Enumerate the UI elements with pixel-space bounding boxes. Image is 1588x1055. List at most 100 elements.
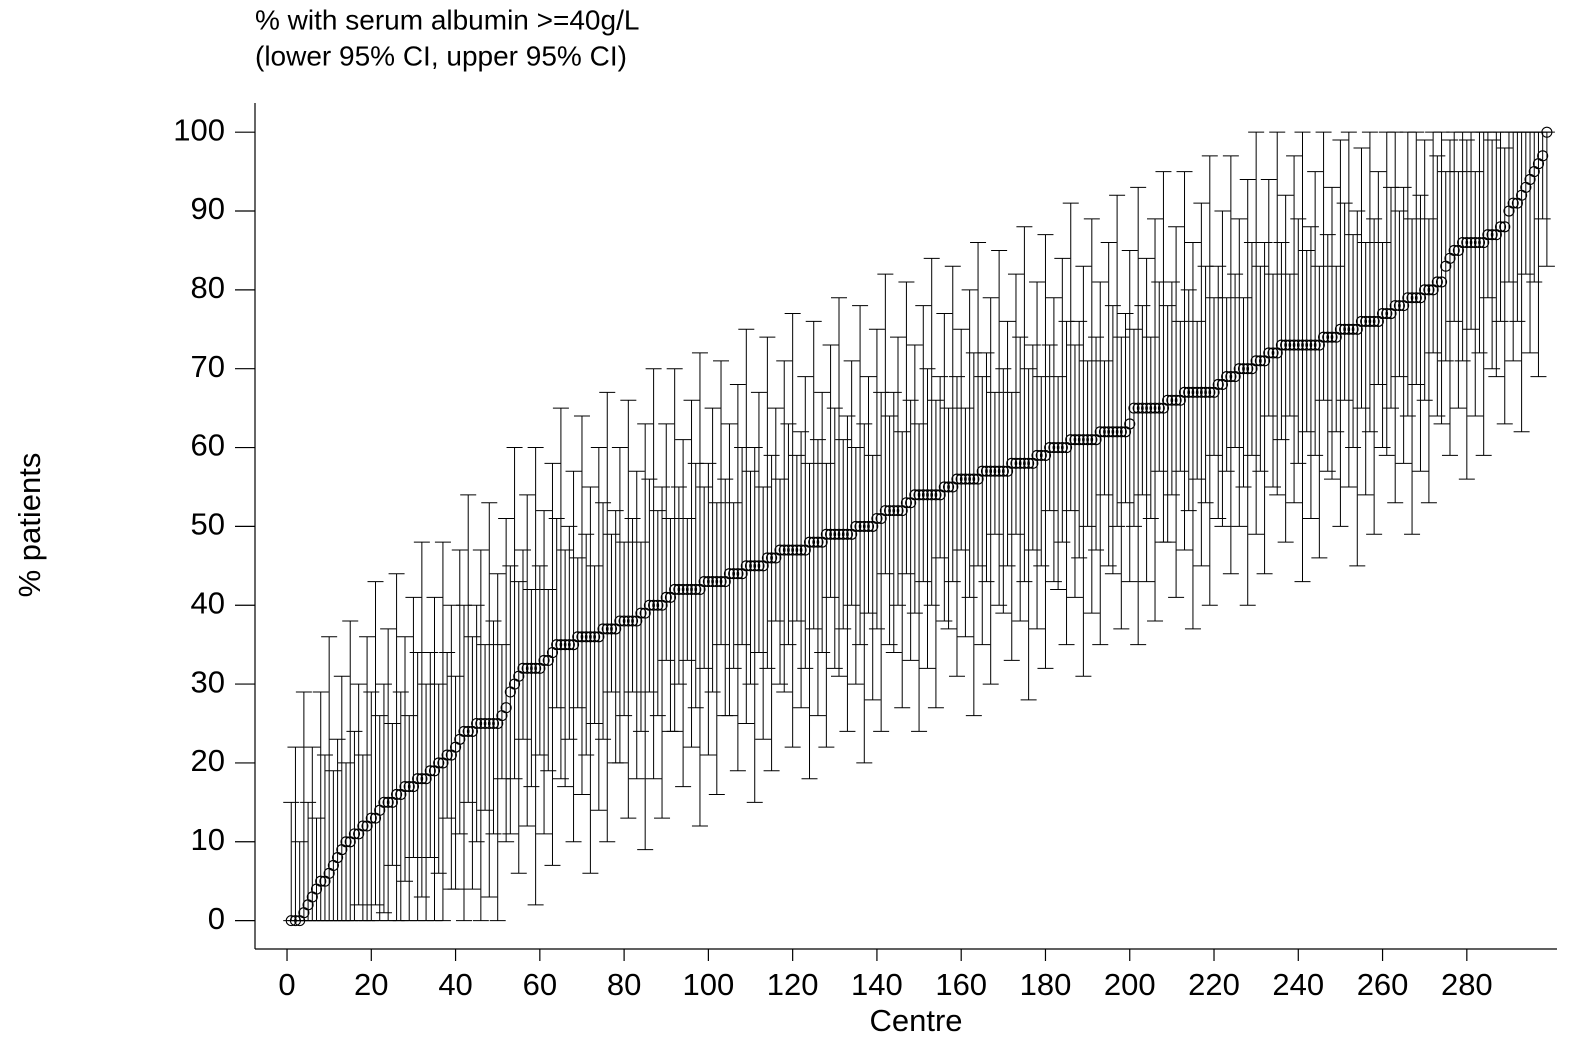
point <box>1360 315 1372 327</box>
point <box>399 781 411 793</box>
point <box>1254 355 1266 367</box>
point <box>921 489 934 501</box>
x-tick-label: 60 <box>523 967 557 1002</box>
point <box>412 773 424 785</box>
point <box>1145 402 1157 414</box>
point <box>1334 323 1346 335</box>
point <box>926 489 938 501</box>
point <box>1094 426 1106 438</box>
point <box>1006 457 1018 469</box>
point <box>572 631 584 643</box>
point <box>1419 284 1431 296</box>
point <box>1204 386 1216 398</box>
point <box>1149 402 1161 414</box>
point <box>837 528 849 540</box>
point <box>1191 386 1203 398</box>
y-tick-label: 70 <box>191 349 225 384</box>
x-tick-label: 200 <box>1104 967 1156 1002</box>
point <box>1136 402 1148 414</box>
point <box>1305 339 1317 351</box>
point <box>525 662 537 674</box>
point <box>1069 434 1081 446</box>
point <box>1048 441 1060 454</box>
point <box>285 915 297 927</box>
point <box>1035 449 1047 461</box>
point <box>841 528 853 540</box>
y-tick-label: 80 <box>191 270 225 305</box>
point <box>825 528 837 540</box>
x-tick-label: 180 <box>1020 967 1072 1002</box>
point <box>660 591 672 603</box>
point <box>685 583 698 596</box>
point <box>416 773 428 785</box>
point <box>1494 221 1507 233</box>
point <box>669 583 681 596</box>
point <box>812 536 824 548</box>
point <box>382 796 394 808</box>
point <box>1368 315 1380 327</box>
point <box>559 639 571 651</box>
point <box>1326 331 1338 343</box>
point <box>424 765 436 777</box>
point <box>643 599 655 611</box>
point <box>723 568 736 580</box>
point <box>913 489 925 501</box>
point <box>605 623 618 635</box>
point <box>1469 237 1481 249</box>
point <box>858 520 870 532</box>
point <box>1183 386 1195 398</box>
point <box>787 544 799 556</box>
point <box>1115 426 1127 438</box>
point <box>862 520 875 532</box>
point <box>740 560 752 572</box>
point <box>989 465 1001 477</box>
point <box>698 576 710 588</box>
point <box>909 489 921 501</box>
point <box>1339 323 1351 335</box>
point <box>1103 426 1115 438</box>
point <box>673 583 685 596</box>
point <box>530 662 542 674</box>
point <box>1170 394 1182 406</box>
point <box>930 489 942 501</box>
point <box>1195 386 1207 398</box>
point <box>471 717 483 730</box>
point <box>1410 292 1422 304</box>
point <box>1111 426 1123 438</box>
point <box>778 544 790 556</box>
x-tick-label: 120 <box>767 967 819 1002</box>
point <box>1377 307 1389 320</box>
point <box>766 552 778 564</box>
point <box>749 560 761 572</box>
point <box>500 702 512 714</box>
point <box>433 757 445 769</box>
point <box>997 465 1009 477</box>
point <box>365 812 377 824</box>
point <box>715 576 727 588</box>
point <box>1086 434 1098 446</box>
point <box>1296 339 1309 351</box>
point <box>1309 339 1321 351</box>
point <box>938 481 950 493</box>
point <box>1014 457 1026 469</box>
point <box>538 654 550 666</box>
point <box>1448 244 1460 256</box>
point <box>458 725 470 737</box>
point <box>1364 315 1376 327</box>
point <box>1082 434 1094 446</box>
point <box>959 473 971 485</box>
point <box>1402 292 1414 304</box>
point <box>677 583 689 596</box>
point <box>1288 339 1300 351</box>
x-tick-label: 40 <box>438 967 472 1002</box>
point <box>1347 323 1359 335</box>
y-tick-label: 0 <box>208 901 225 936</box>
point <box>1435 276 1448 288</box>
point <box>580 631 592 643</box>
point <box>892 505 904 517</box>
point <box>1292 339 1304 351</box>
point <box>521 662 533 674</box>
x-tick-label: 100 <box>683 967 735 1002</box>
point <box>761 552 773 564</box>
